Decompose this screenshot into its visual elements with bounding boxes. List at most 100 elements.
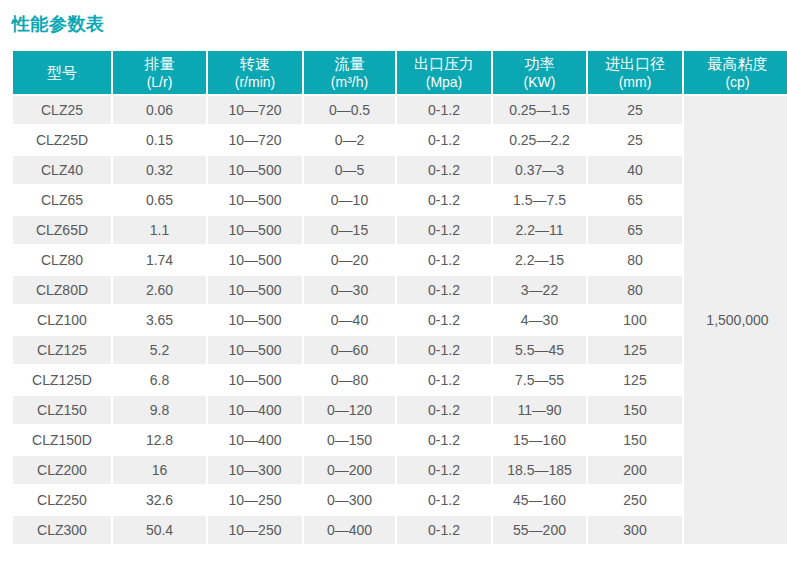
cell-flow: 0—15 <box>304 216 395 244</box>
cell-port-diameter: 65 <box>588 216 682 244</box>
header-power-label: 功率 <box>493 54 586 73</box>
table-row: CLZ25032.610—2500—3000-1.245—160250 <box>13 486 787 514</box>
cell-displacement: 50.4 <box>113 516 206 544</box>
header-row: 型号 排量 (L/r) 转速 (r/min) 流量 (m³/h) 出口压力 <box>13 51 787 94</box>
cell-power: 0.25—2.2 <box>493 126 586 154</box>
cell-displacement: 12.8 <box>113 426 206 454</box>
cell-outlet-pressure: 0-1.2 <box>397 486 491 514</box>
cell-power: 0.25—1.5 <box>493 96 586 124</box>
cell-outlet-pressure: 0-1.2 <box>397 456 491 484</box>
table-row: CLZ650.6510—5000—100-1.21.5—7.565 <box>13 186 787 214</box>
cell-model: CLZ100 <box>13 306 111 334</box>
cell-speed: 10—500 <box>208 306 302 334</box>
cell-displacement: 16 <box>113 456 206 484</box>
cell-port-diameter: 300 <box>588 516 682 544</box>
cell-model: CLZ65D <box>13 216 111 244</box>
cell-flow: 0—200 <box>304 456 395 484</box>
cell-port-diameter: 40 <box>588 156 682 184</box>
cell-flow: 0—0.5 <box>304 96 395 124</box>
header-speed-label: 转速 <box>208 54 302 73</box>
cell-outlet-pressure: 0-1.2 <box>397 426 491 454</box>
cell-displacement: 32.6 <box>113 486 206 514</box>
cell-port-diameter: 150 <box>588 396 682 424</box>
cell-model: CLZ125 <box>13 336 111 364</box>
header-speed-unit: (r/min) <box>208 73 302 92</box>
cell-speed: 10—500 <box>208 216 302 244</box>
cell-power: 5.5—45 <box>493 336 586 364</box>
cell-outlet-pressure: 0-1.2 <box>397 156 491 184</box>
cell-speed: 10—500 <box>208 186 302 214</box>
cell-port-diameter: 25 <box>588 126 682 154</box>
cell-outlet-pressure: 0-1.2 <box>397 246 491 274</box>
header-max-viscosity-unit: (cp) <box>684 73 787 92</box>
header-power: 功率 (KW) <box>493 51 586 94</box>
cell-outlet-pressure: 0-1.2 <box>397 276 491 304</box>
cell-power: 2.2—11 <box>493 216 586 244</box>
cell-port-diameter: 125 <box>588 336 682 364</box>
page-title: 性能参数表 <box>12 12 775 36</box>
cell-model: CLZ25D <box>13 126 111 154</box>
cell-port-diameter: 80 <box>588 246 682 274</box>
cell-model: CLZ65 <box>13 186 111 214</box>
cell-power: 2.2—15 <box>493 246 586 274</box>
cell-outlet-pressure: 0-1.2 <box>397 96 491 124</box>
cell-speed: 10—500 <box>208 336 302 364</box>
cell-outlet-pressure: 0-1.2 <box>397 306 491 334</box>
cell-port-diameter: 65 <box>588 186 682 214</box>
table-row: CLZ80D2.6010—5000—300-1.23—2280 <box>13 276 787 304</box>
cell-flow: 0—5 <box>304 156 395 184</box>
cell-outlet-pressure: 0-1.2 <box>397 186 491 214</box>
header-power-unit: (KW) <box>493 73 586 92</box>
cell-port-diameter: 80 <box>588 276 682 304</box>
cell-outlet-pressure: 0-1.2 <box>397 126 491 154</box>
cell-speed: 10—500 <box>208 366 302 394</box>
header-port-diameter-unit: (mm) <box>588 73 682 92</box>
cell-flow: 0—20 <box>304 246 395 274</box>
cell-power: 15—160 <box>493 426 586 454</box>
table-body: CLZ250.0610—7200—0.50-1.20.25—1.5251,500… <box>13 96 787 544</box>
header-outlet-pressure-label: 出口压力 <box>397 54 491 73</box>
table-row: CLZ30050.410—2500—4000-1.255—200300 <box>13 516 787 544</box>
cell-power: 7.5—55 <box>493 366 586 394</box>
cell-flow: 0—300 <box>304 486 395 514</box>
header-displacement-unit: (L/r) <box>113 73 206 92</box>
cell-flow: 0—80 <box>304 366 395 394</box>
cell-model: CLZ125D <box>13 366 111 394</box>
cell-port-diameter: 125 <box>588 366 682 394</box>
cell-flow: 0—2 <box>304 126 395 154</box>
cell-speed: 10—720 <box>208 126 302 154</box>
cell-flow: 0—150 <box>304 426 395 454</box>
cell-speed: 10—400 <box>208 396 302 424</box>
cell-flow: 0—30 <box>304 276 395 304</box>
performance-parameter-table: 型号 排量 (L/r) 转速 (r/min) 流量 (m³/h) 出口压力 <box>11 49 787 546</box>
cell-outlet-pressure: 0-1.2 <box>397 336 491 364</box>
table-row: CLZ1509.810—4000—1200-1.211—90150 <box>13 396 787 424</box>
cell-outlet-pressure: 0-1.2 <box>397 516 491 544</box>
cell-flow: 0—120 <box>304 396 395 424</box>
cell-power: 18.5—185 <box>493 456 586 484</box>
cell-model: CLZ80D <box>13 276 111 304</box>
cell-displacement: 1.1 <box>113 216 206 244</box>
cell-flow: 0—40 <box>304 306 395 334</box>
table-row: CLZ125D6.810—5000—800-1.27.5—55125 <box>13 366 787 394</box>
cell-model: CLZ150 <box>13 396 111 424</box>
cell-displacement: 9.8 <box>113 396 206 424</box>
cell-port-diameter: 25 <box>588 96 682 124</box>
cell-outlet-pressure: 0-1.2 <box>397 366 491 394</box>
header-max-viscosity-label: 最高粘度 <box>684 54 787 73</box>
header-flow-label: 流量 <box>304 54 395 73</box>
header-model: 型号 <box>13 51 111 94</box>
cell-model: CLZ150D <box>13 426 111 454</box>
table-row: CLZ65D1.110—5000—150-1.22.2—1165 <box>13 216 787 244</box>
cell-power: 1.5—7.5 <box>493 186 586 214</box>
cell-model: CLZ200 <box>13 456 111 484</box>
header-displacement-label: 排量 <box>113 54 206 73</box>
header-displacement: 排量 (L/r) <box>113 51 206 94</box>
table-row: CLZ2001610—3000—2000-1.218.5—185200 <box>13 456 787 484</box>
cell-outlet-pressure: 0-1.2 <box>397 216 491 244</box>
cell-speed: 10—720 <box>208 96 302 124</box>
table-row: CLZ801.7410—5000—200-1.22.2—1580 <box>13 246 787 274</box>
cell-power: 0.37—3 <box>493 156 586 184</box>
cell-power: 4—30 <box>493 306 586 334</box>
cell-displacement: 0.65 <box>113 186 206 214</box>
